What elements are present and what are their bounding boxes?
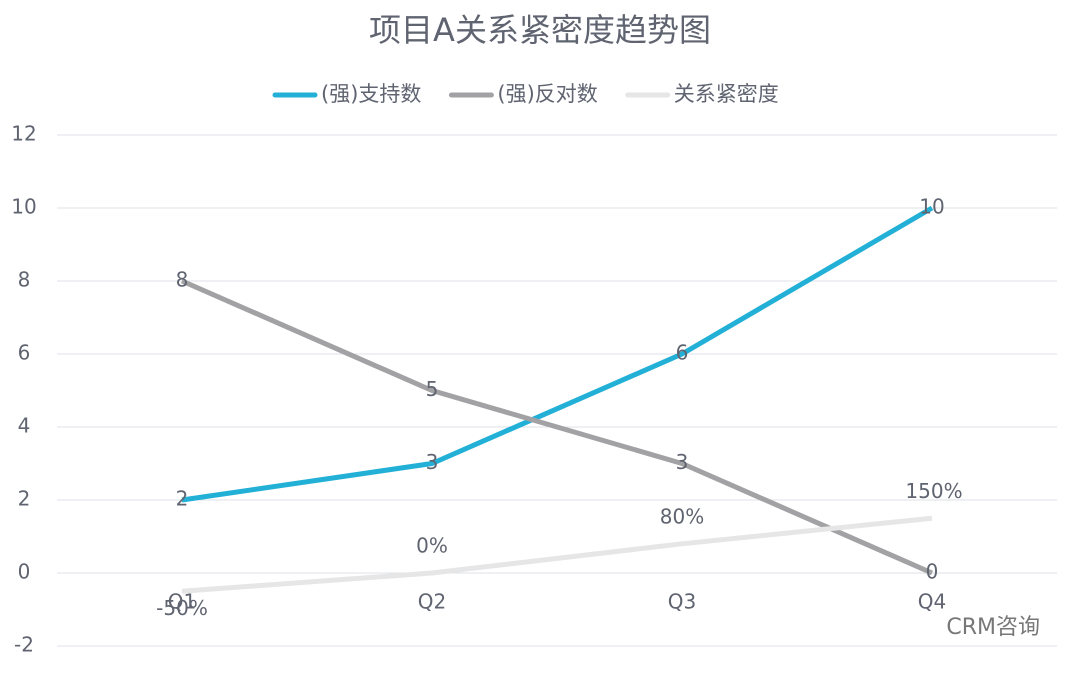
y-tick-label: 12 — [11, 122, 36, 146]
data-label: 0 — [926, 560, 939, 584]
data-label: 3 — [426, 450, 439, 474]
y-tick-label: -2 — [14, 633, 34, 657]
data-label: 10 — [919, 195, 944, 219]
series-line — [181, 205, 934, 503]
data-label: 2 — [176, 487, 189, 511]
data-label: 150% — [905, 479, 962, 503]
y-tick-label: 8 — [18, 268, 31, 292]
y-tick-label: 10 — [11, 195, 36, 219]
watermark: CRM咨询 — [946, 615, 1040, 640]
data-label: 6 — [676, 341, 689, 365]
legend-label: (强)反对数 — [497, 82, 597, 106]
legend-label: (强)支持数 — [321, 82, 421, 106]
data-label: 80% — [660, 504, 704, 528]
data-label: 3 — [676, 450, 689, 474]
data-label: 0% — [416, 534, 448, 558]
series-line — [181, 515, 933, 594]
x-tick-label: Q1 — [168, 590, 196, 614]
x-tick-label: Q3 — [668, 590, 696, 614]
data-label: 8 — [176, 268, 189, 292]
data-label: 5 — [426, 377, 439, 401]
x-tick-label: Q2 — [418, 590, 446, 614]
legend-label: 关系紧密度 — [674, 82, 779, 106]
series-line — [180, 278, 934, 576]
y-tick-label: 4 — [18, 414, 31, 438]
data-label: -50% — [156, 596, 208, 620]
y-tick-label: 2 — [18, 487, 31, 511]
y-tick-label: 6 — [18, 341, 31, 365]
chart-title: 项目A关系紧密度趋势图 — [369, 11, 711, 49]
y-tick-label: 0 — [18, 560, 31, 584]
x-tick-label: Q4 — [918, 590, 946, 614]
